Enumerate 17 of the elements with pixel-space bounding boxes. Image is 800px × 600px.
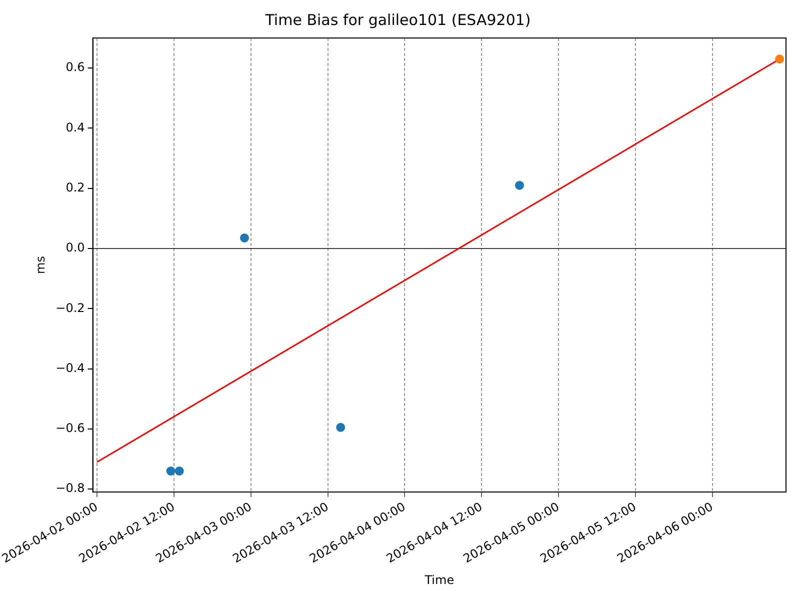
y-tick-label: 0.6 <box>66 60 85 74</box>
point <box>174 466 184 476</box>
point <box>240 233 249 242</box>
point <box>515 180 524 190</box>
y-tick-label: −0.4 <box>56 360 85 375</box>
y-tick-label: 0.4 <box>66 120 85 134</box>
point <box>775 54 784 64</box>
y-tick-label: 0.0 <box>66 240 85 255</box>
y-tick-label: 0.2 <box>66 180 85 194</box>
y-tick-label: −0.2 <box>56 300 85 315</box>
chart-title: Time Bias for galileo101 (ESA9201) <box>264 10 531 29</box>
x-axis-title: Time <box>424 572 454 587</box>
y-axis-title: ms <box>34 256 48 274</box>
y-tick-label: −0.8 <box>56 481 85 496</box>
point <box>336 422 346 432</box>
y-tick-label: −0.6 <box>56 421 85 436</box>
point <box>166 466 176 476</box>
